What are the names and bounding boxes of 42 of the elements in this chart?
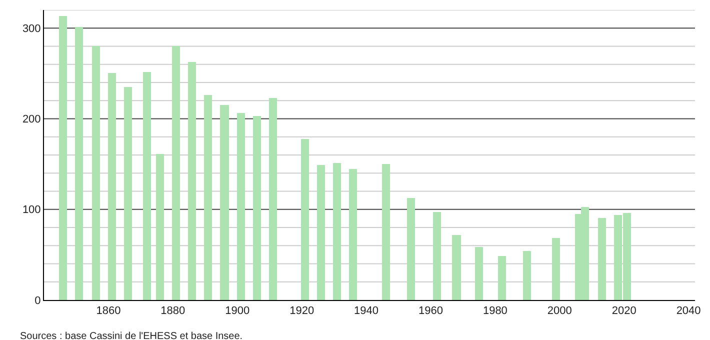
bar bbox=[124, 87, 132, 300]
x-tick-label: 1980 bbox=[482, 305, 508, 318]
bar bbox=[108, 73, 116, 300]
bar bbox=[598, 218, 606, 300]
bar bbox=[523, 251, 531, 300]
x-tick-label: 1940 bbox=[354, 305, 379, 318]
y-tick-label: 0 bbox=[34, 294, 41, 307]
bar bbox=[317, 165, 325, 300]
x-tick-label: 1920 bbox=[290, 305, 314, 318]
bar bbox=[204, 95, 212, 300]
bar bbox=[188, 62, 196, 300]
bar bbox=[253, 116, 261, 300]
bar bbox=[407, 198, 415, 300]
x-tick-label: 1960 bbox=[418, 305, 443, 318]
bar bbox=[269, 98, 277, 300]
bar bbox=[498, 256, 506, 300]
bar bbox=[220, 105, 229, 300]
bar bbox=[59, 16, 67, 300]
x-tick-label: 1900 bbox=[225, 305, 250, 318]
bar bbox=[172, 46, 180, 300]
bar bbox=[237, 113, 245, 300]
bar bbox=[452, 235, 461, 300]
x-tick-label: 2040 bbox=[676, 305, 701, 318]
bar bbox=[382, 164, 390, 300]
bar bbox=[475, 247, 483, 300]
x-tick-label: 2020 bbox=[612, 305, 636, 318]
bar bbox=[301, 139, 309, 300]
y-tick-label: 100 bbox=[22, 204, 41, 216]
bar bbox=[92, 46, 100, 300]
bar bbox=[349, 169, 357, 300]
source-note: Sources : base Cassini de l'EHESS et base Insee. bbox=[20, 331, 243, 340]
bar bbox=[156, 154, 164, 300]
x-tick-label: 1860 bbox=[96, 305, 121, 318]
bar bbox=[552, 238, 560, 300]
y-tick-label: 300 bbox=[22, 22, 41, 35]
bar bbox=[143, 72, 151, 300]
bar bbox=[333, 163, 341, 300]
y-tick-label: 200 bbox=[22, 114, 41, 126]
x-tick-label: 2000 bbox=[547, 305, 572, 318]
x-tick-label: 1880 bbox=[160, 305, 186, 318]
bar bbox=[75, 27, 83, 300]
bar bbox=[433, 212, 441, 300]
